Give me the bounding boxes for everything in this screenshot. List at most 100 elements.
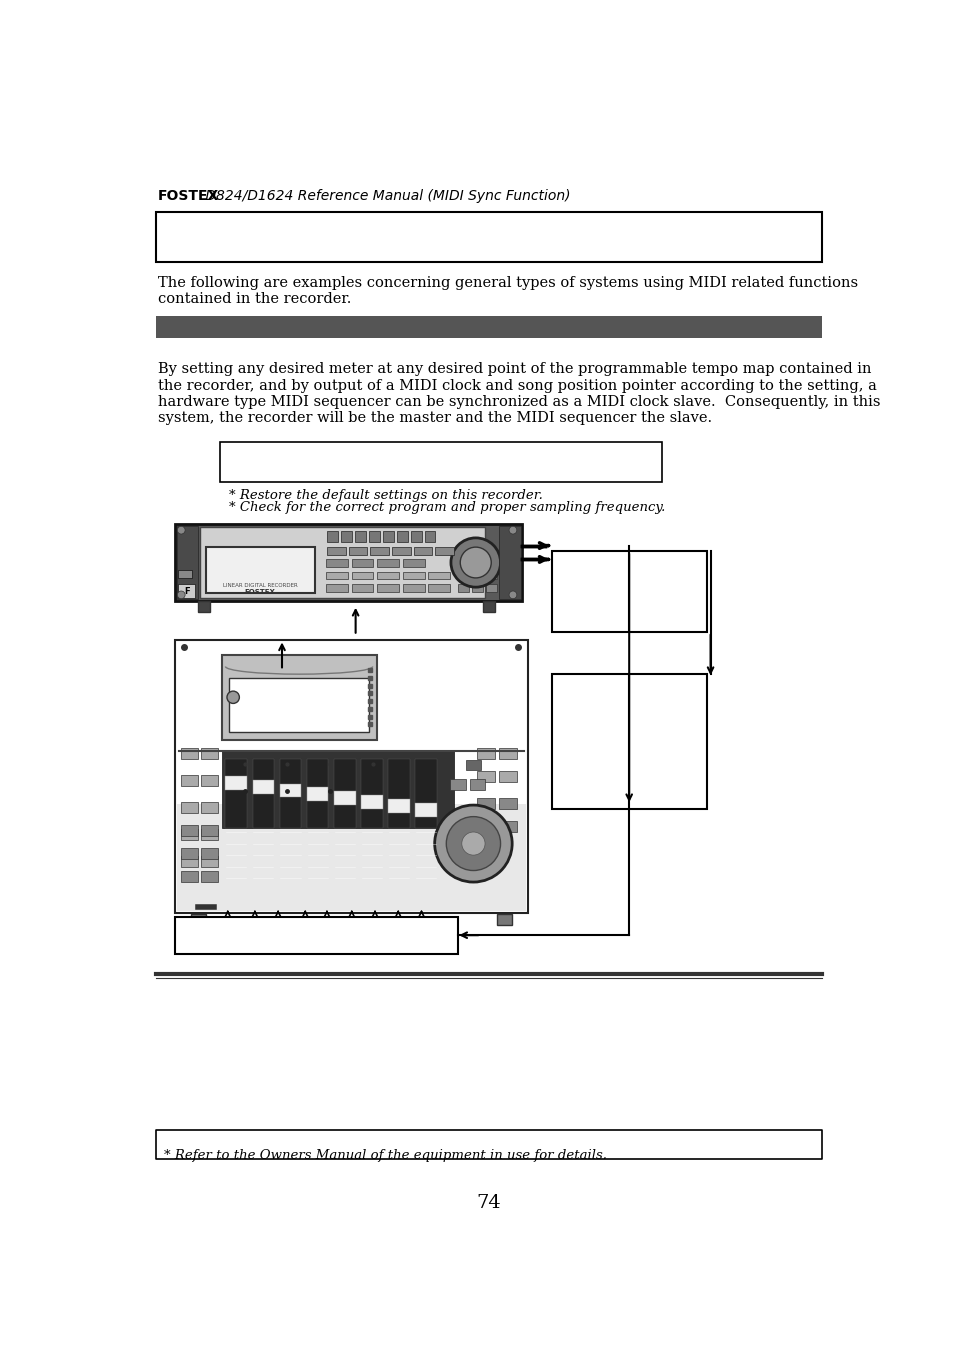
Bar	[450, 780, 465, 790]
Bar	[155, 212, 821, 262]
Bar	[253, 780, 274, 793]
Circle shape	[227, 692, 239, 704]
Bar	[201, 871, 218, 882]
Bar	[355, 531, 365, 543]
Bar	[424, 531, 435, 543]
Bar	[369, 531, 379, 543]
Bar	[181, 825, 198, 836]
Bar	[551, 674, 706, 809]
Bar	[360, 759, 382, 828]
Bar	[472, 571, 482, 580]
Text: By setting any desired meter at any desired point of the programmable tempo map : By setting any desired meter at any desi…	[158, 362, 880, 426]
Bar	[176, 804, 525, 912]
Bar	[498, 771, 517, 782]
Bar	[457, 559, 472, 567]
Circle shape	[317, 781, 342, 805]
Circle shape	[319, 757, 340, 777]
Bar	[388, 759, 410, 828]
Bar	[476, 798, 495, 809]
Bar	[370, 547, 389, 555]
Bar	[201, 857, 218, 867]
Bar	[181, 871, 198, 882]
Bar	[498, 798, 517, 809]
Bar	[181, 830, 198, 840]
Bar	[334, 792, 355, 805]
Bar	[352, 559, 373, 567]
Bar	[225, 775, 247, 790]
Bar	[476, 771, 495, 782]
Circle shape	[461, 832, 484, 855]
Bar	[206, 547, 314, 593]
Bar	[352, 584, 373, 592]
Text: * Restore the default settings on this recorder.: * Restore the default settings on this r…	[229, 489, 542, 501]
Circle shape	[435, 805, 512, 882]
Text: D824/D1624 Reference Manual (MIDI Sync Function): D824/D1624 Reference Manual (MIDI Sync F…	[200, 189, 570, 203]
Bar	[155, 1129, 821, 1159]
Bar	[181, 748, 198, 759]
Bar	[352, 571, 373, 580]
Bar	[485, 584, 497, 592]
Circle shape	[177, 590, 185, 598]
Bar	[415, 759, 436, 828]
Circle shape	[446, 816, 500, 870]
Bar	[483, 601, 495, 612]
Bar	[435, 547, 454, 555]
Bar	[178, 584, 195, 598]
Bar	[201, 848, 218, 859]
Bar	[469, 780, 484, 790]
Bar	[201, 748, 218, 759]
Circle shape	[509, 590, 517, 598]
Bar	[551, 551, 706, 632]
Bar	[181, 775, 198, 786]
Circle shape	[360, 781, 385, 805]
Bar	[499, 571, 510, 580]
Bar	[415, 802, 436, 816]
Circle shape	[274, 781, 299, 805]
Bar	[181, 848, 198, 859]
Circle shape	[451, 538, 500, 588]
Bar	[176, 526, 198, 600]
Text: 74: 74	[476, 1194, 500, 1212]
Bar	[220, 442, 661, 482]
Text: * Check for the correct program and proper sampling frequency.: * Check for the correct program and prop…	[229, 501, 665, 513]
Bar	[348, 547, 367, 555]
Bar	[198, 601, 210, 612]
Bar	[225, 759, 247, 828]
Bar	[201, 830, 218, 840]
Bar	[457, 571, 468, 580]
Bar	[201, 825, 218, 836]
Bar	[174, 639, 527, 913]
Bar	[475, 559, 488, 567]
Bar	[485, 571, 497, 580]
Bar	[279, 759, 301, 828]
Bar	[326, 571, 348, 580]
Circle shape	[233, 781, 257, 805]
Bar	[174, 524, 521, 601]
Bar	[396, 531, 407, 543]
Bar	[201, 802, 218, 813]
Bar	[360, 794, 382, 809]
Text: * Refer to the Owners Manual of the equipment in use for details.: * Refer to the Owners Manual of the equi…	[164, 1150, 606, 1162]
Bar	[465, 759, 480, 770]
Bar	[457, 584, 468, 592]
Bar	[199, 527, 484, 598]
Bar	[377, 584, 398, 592]
Bar	[402, 584, 424, 592]
Bar	[181, 802, 198, 813]
Text: LINEAR DIGITAL RECORDER: LINEAR DIGITAL RECORDER	[223, 582, 297, 588]
Bar	[253, 759, 274, 828]
Bar	[307, 788, 328, 801]
Text: FOSTEX: FOSTEX	[158, 189, 219, 203]
Bar	[498, 821, 517, 832]
Bar	[476, 821, 495, 832]
Circle shape	[459, 547, 491, 578]
Bar	[498, 748, 517, 759]
Bar	[428, 571, 450, 580]
Bar	[472, 584, 482, 592]
Bar	[497, 915, 512, 925]
Circle shape	[234, 757, 254, 777]
Bar	[326, 559, 348, 567]
Bar	[428, 584, 450, 592]
Text: F: F	[184, 586, 190, 596]
Bar	[498, 526, 520, 600]
